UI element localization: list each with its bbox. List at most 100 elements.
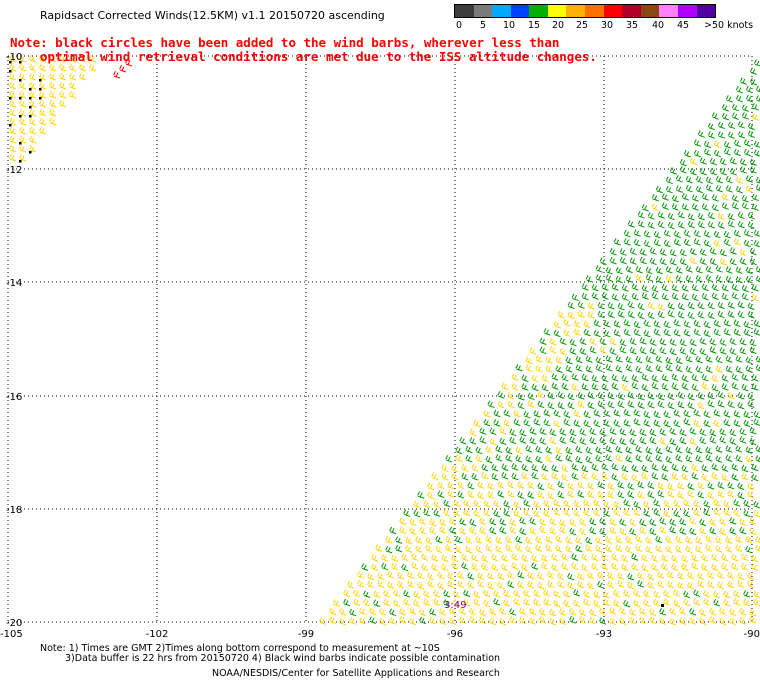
wind-barb [591, 292, 599, 300]
wind-barb [535, 536, 543, 544]
wind-barb [723, 500, 731, 508]
wind-barb [647, 581, 655, 589]
wind-barb [689, 338, 697, 347]
wind-barb [695, 274, 703, 283]
wind-barb [29, 117, 37, 126]
wind-barb [9, 117, 17, 126]
wind-barb [563, 418, 571, 427]
wind-barb [461, 553, 469, 562]
wind-barb [683, 418, 691, 426]
lat-tick-label: -20 [6, 618, 22, 629]
wind-barb [695, 175, 703, 184]
wind-barb [731, 463, 739, 471]
wind-barb [727, 580, 735, 589]
wind-barb [703, 230, 711, 238]
wind-barb [467, 490, 475, 498]
wind-barb [685, 545, 693, 554]
wind-barb [557, 401, 565, 410]
wind-barb [583, 320, 591, 329]
wind-barb [391, 554, 399, 562]
wind-barb [713, 319, 721, 328]
wind-barb [563, 508, 571, 517]
wind-barb [643, 509, 651, 517]
wind-barb [587, 581, 595, 590]
wind-barb [633, 589, 641, 597]
wind-barb [397, 572, 405, 580]
wind-barb [49, 81, 57, 90]
wind-barb [19, 135, 27, 144]
wind-barb [665, 445, 673, 453]
wind-barb [733, 410, 741, 418]
wind-barb [707, 311, 715, 320]
wind-barb [535, 544, 543, 552]
wind-barb [647, 481, 655, 489]
wind-barb [669, 338, 677, 346]
wind-barb [583, 508, 591, 517]
wind-barb [745, 275, 753, 284]
wind-barb [637, 481, 645, 489]
wind-barb [627, 391, 635, 399]
wind-barb [487, 581, 495, 590]
wind-barb [597, 581, 605, 589]
wind-barb [629, 247, 637, 256]
contamination-marker [39, 79, 42, 82]
wind-barb [673, 409, 681, 417]
wind-barb [423, 598, 431, 606]
wind-barb [607, 482, 615, 491]
wind-barb [529, 526, 537, 535]
wind-barb [755, 184, 760, 191]
wind-barb [525, 356, 533, 365]
wind-barb [755, 364, 760, 372]
wind-barb [607, 491, 615, 499]
wind-barb [667, 221, 675, 230]
wind-barb [543, 328, 551, 336]
wind-barb [557, 572, 565, 580]
wind-barb [601, 463, 609, 471]
wind-barb [721, 374, 729, 382]
wind-barb [737, 482, 745, 490]
wind-barb [557, 490, 565, 499]
wind-barb [473, 499, 481, 508]
wind-barb [547, 491, 555, 500]
wind-barb [671, 203, 679, 211]
wind-barb [597, 392, 605, 400]
wind-barb [711, 553, 719, 562]
wind-barb [747, 580, 755, 588]
wind-barb [329, 616, 337, 624]
wind-barb [661, 193, 669, 201]
wind-barb [479, 427, 487, 435]
wind-barb [495, 454, 503, 462]
wind-barb [639, 346, 647, 355]
lon-tick-label: -105 [0, 629, 23, 640]
wind-barb [689, 157, 697, 165]
wind-barb [651, 463, 659, 471]
wind-barb [629, 518, 637, 526]
wind-barb [753, 239, 760, 248]
footnote-line-2: 3)Data buffer is 22 hrs from 20150720 4)… [65, 653, 501, 664]
wind-barb [601, 562, 609, 570]
legend-label: 45 [677, 20, 690, 31]
wind-barb [627, 310, 635, 319]
wind-barb [59, 63, 67, 72]
wind-barb [657, 220, 665, 229]
wind-barb [661, 473, 669, 481]
wind-barb [487, 482, 495, 490]
wind-barb [363, 590, 371, 598]
wind-barb [429, 526, 437, 535]
wind-barb [539, 346, 547, 355]
wind-barb [667, 490, 675, 498]
wind-barb [389, 608, 397, 617]
wind-barb [649, 257, 657, 266]
wind-barb [443, 508, 451, 517]
wind-barb [609, 256, 617, 265]
wind-barb [599, 346, 607, 354]
wind-barb [499, 617, 507, 626]
wind-barb [533, 509, 541, 518]
wind-barb [29, 108, 37, 117]
wind-barb [565, 536, 573, 545]
wind-barb [481, 554, 489, 563]
wind-barb [687, 401, 695, 410]
wind-barb [639, 248, 647, 256]
wind-barb [513, 418, 521, 426]
wind-barb [451, 554, 459, 563]
